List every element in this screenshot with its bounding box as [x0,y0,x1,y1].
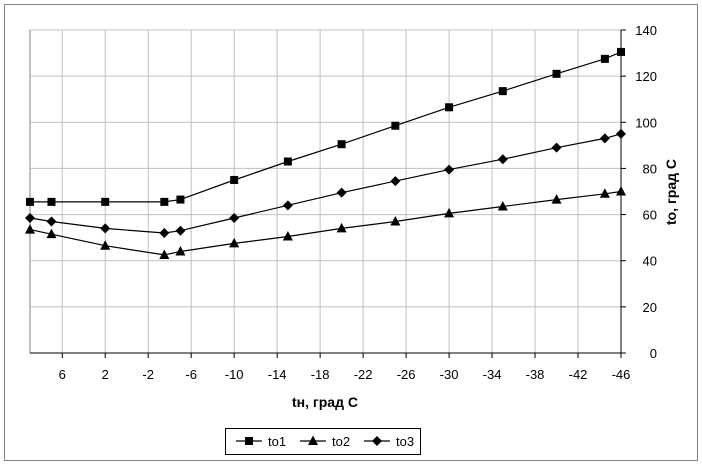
x-tick-label: -22 [354,367,373,382]
data-point-to3 [282,200,293,211]
data-point-to2 [444,207,455,218]
legend-label: to1 [268,434,286,449]
data-point-to2 [282,230,293,241]
data-point-to2 [390,215,401,226]
series-to3 [25,128,626,239]
legend-label: to2 [332,434,350,449]
data-point-to1 [101,197,110,206]
plot-area [29,29,622,354]
y-tick-label: 60 [643,208,657,223]
data-point-to1 [498,87,507,96]
data-point-to1 [391,121,400,130]
series-line-to3 [29,133,622,234]
data-point-to1 [600,54,609,63]
series-to1 [26,47,625,206]
legend-marker [245,437,253,445]
data-point-to1 [160,197,169,206]
x-tick-label: -6 [185,367,197,382]
y-tick-label: 120 [635,69,657,84]
y-tick-label: 0 [650,346,657,361]
data-point-to2 [497,200,508,211]
x-tick-label: -26 [397,367,416,382]
data-point-to1 [552,69,561,78]
series-line-to2 [29,190,622,256]
axes: 6 2 -2 -6 -10 -14 -18 -22 -26 -30 -34 -38 -42 -46 0 20 4… [30,23,657,382]
y-tick-label: 80 [643,161,657,176]
x-tick-label: 6 [59,367,66,382]
legend-marker [308,435,318,445]
legend-label: to3 [396,434,414,449]
x-tick-label: -30 [440,367,459,382]
legend-entry-to1: to1 [236,434,286,449]
data-point-to3 [25,213,35,224]
data-point-to1 [283,157,292,166]
data-point-to2 [159,249,170,259]
legend-entry-to3: to3 [364,434,414,449]
x-tick-label: -10 [225,367,244,382]
data-point-to3 [336,187,347,198]
y-tick-label: 20 [643,300,657,315]
data-point-to1 [26,197,34,206]
y-axis-title: tо, град С [663,159,679,225]
x-tick-label: -46 [612,367,631,382]
y-tick-label: 100 [635,115,657,130]
data-point-to1 [47,197,56,206]
data-point-to2 [551,194,562,204]
data-point-to3 [175,225,186,236]
legend-entry-to2: to2 [300,434,350,449]
data-point-to1 [445,103,454,112]
data-point-to3 [599,133,610,144]
data-point-to3 [551,142,562,153]
x-tick-label: -38 [526,367,545,382]
data-point-to2 [599,188,610,198]
data-point-to1 [337,140,346,149]
series-to2 [25,186,626,259]
data-point-to2 [100,240,111,250]
data-point-to2 [25,224,35,234]
legend-marker [372,436,382,446]
legend: to1 to2 to3 [225,428,421,455]
data-point-to3 [100,223,111,234]
x-tick-label: -2 [142,367,154,382]
data-point-to3 [159,228,170,239]
x-tick-label: -18 [311,367,330,382]
x-tick-label: -34 [483,367,502,382]
data-point-to3 [390,176,401,187]
data-point-to3 [497,154,508,165]
y-tick-label: 140 [635,23,657,38]
series-layer [25,47,626,259]
data-point-to3 [229,213,240,224]
data-point-to3 [46,216,57,227]
data-point-to2 [175,245,186,256]
x-axis-title: tн, град С [292,394,358,410]
x-tick-label: 2 [102,367,109,382]
series-line-to1 [30,51,622,203]
data-point-to2 [229,237,240,248]
data-point-to3 [444,164,455,175]
data-point-to2 [336,222,347,233]
data-point-to1 [176,195,185,204]
x-tick-label: -14 [268,367,287,382]
data-point-to2 [46,228,57,239]
x-tick-label: -42 [569,367,588,382]
y-tick-label: 40 [643,254,657,269]
data-point-to1 [230,175,239,184]
